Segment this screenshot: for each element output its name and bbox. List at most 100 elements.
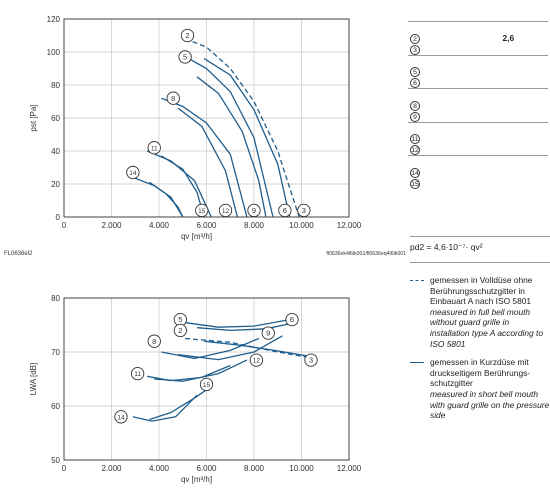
table-cell	[438, 0, 454, 11]
curve-marker-2	[180, 28, 195, 43]
y-tick-label: 60	[51, 402, 60, 411]
table-cell	[532, 178, 548, 189]
table-cell	[516, 0, 532, 11]
x-tick-label: 6.000	[196, 221, 217, 230]
x-tick-label: 0	[62, 464, 67, 473]
curve-marker-3	[304, 353, 318, 367]
legend-text-de: gemessen in Volldüse ohne Berührungsschu…	[430, 275, 533, 307]
y-axis-label: pst [Pa]	[29, 104, 38, 131]
table-cell	[454, 100, 516, 111]
table-cell	[438, 155, 454, 167]
table-row: 6	[408, 77, 548, 89]
table-cell	[438, 167, 454, 178]
table-cell	[408, 121, 438, 133]
curve-marker-3: 3	[410, 44, 420, 55]
table-spacer-row	[408, 121, 548, 133]
curve-marker-15	[195, 203, 209, 218]
curve-marker-9: 9	[410, 111, 420, 122]
curve-3	[203, 58, 291, 218]
table-cell	[453, 121, 517, 133]
curve-marker-2	[173, 323, 188, 338]
measurement-legend: gemessen in Volldüse ohne Berührungsschu…	[410, 275, 550, 429]
formula-divider-bottom	[410, 262, 550, 263]
curve-marker-12	[218, 203, 233, 218]
curve-marker-label: 6	[283, 206, 287, 215]
table-cell	[408, 10, 438, 22]
table-cell: 15	[408, 178, 438, 189]
y-tick-label: 70	[51, 348, 60, 357]
curve-marker-3	[297, 203, 311, 218]
table-cell	[454, 77, 516, 89]
table-cell	[438, 133, 454, 144]
table-header-row	[408, 0, 548, 11]
table-cell	[516, 44, 532, 56]
table-cell: 11	[408, 133, 438, 144]
table-row: 3	[408, 44, 548, 56]
curve-marker-label: 8	[171, 94, 175, 103]
curve-marker-label: 5	[183, 53, 187, 62]
curve-marker-8	[166, 91, 180, 105]
table-cell	[438, 100, 454, 111]
table-spacer-row	[408, 22, 548, 33]
table-cell	[454, 133, 516, 144]
curve-14	[132, 394, 198, 422]
table-spacer-row	[408, 155, 548, 167]
x-tick-label: 2.000	[101, 464, 122, 473]
table-cell	[438, 88, 454, 100]
curve-marker-11	[130, 366, 145, 381]
y-tick-label: 40	[51, 147, 60, 156]
x-tick-label: 12.000	[337, 221, 362, 230]
curve-marker-5	[178, 50, 192, 64]
table-cell	[438, 178, 454, 189]
table-cell: 5	[408, 66, 438, 77]
curve-marker-label: 9	[252, 206, 256, 215]
table-cell	[408, 0, 438, 11]
footnote-right: fl0636ek4l6lk001/fl0636eq4l6lk001	[326, 251, 406, 257]
table-cell	[438, 44, 454, 56]
table-cell	[454, 66, 516, 77]
table-cell: 9	[408, 111, 438, 123]
table-cell	[532, 0, 548, 11]
table-cell: 14	[408, 167, 438, 178]
table-cell	[408, 155, 438, 167]
curve-marker-9	[261, 326, 275, 340]
x-tick-label: 2.000	[101, 221, 122, 230]
y-tick-label: 80	[51, 294, 60, 303]
table-cell	[454, 0, 516, 11]
table-row: 14	[408, 167, 548, 178]
table-cell	[516, 66, 532, 77]
table-cell	[454, 144, 516, 156]
table-cell	[454, 44, 516, 56]
table-cell: 6	[408, 77, 438, 89]
curve-marker-label: 5	[178, 315, 182, 324]
table-cell	[408, 22, 438, 33]
table-cell	[438, 54, 454, 66]
table-row: 5	[408, 66, 548, 77]
plot-frame	[63, 297, 350, 461]
pressure-formula: pd2 = 4,6·10⁻⁷· qv²	[410, 242, 483, 252]
curve-marker-11	[147, 141, 161, 155]
table-cell	[516, 144, 532, 156]
curve-marker-14: 14	[410, 167, 420, 178]
table-units-row	[408, 10, 548, 22]
y-tick-label: 120	[47, 15, 61, 24]
legend-text-en: measured in short bell mouth with guard …	[430, 388, 550, 421]
table-cell	[454, 178, 516, 189]
table-cell	[516, 22, 532, 33]
curve-marker-9	[247, 203, 261, 218]
x-tick-label: 12.000	[337, 464, 362, 473]
table-cell	[516, 88, 533, 100]
table-cell	[516, 167, 532, 178]
table-cell: 3	[408, 44, 438, 56]
y-tick-label: 100	[47, 48, 61, 57]
curve-marker-6	[278, 203, 292, 218]
x-tick-label: 10.000	[289, 221, 314, 230]
table-cell	[516, 111, 532, 123]
curve-marker-label: 12	[253, 358, 261, 365]
table-cell	[454, 167, 516, 178]
table-cell	[532, 33, 548, 44]
curve-marker-5: 5	[410, 67, 420, 77]
table-cell	[438, 66, 454, 77]
curve-marker-2: 2	[410, 33, 420, 44]
x-tick-label: 10.000	[289, 464, 314, 473]
